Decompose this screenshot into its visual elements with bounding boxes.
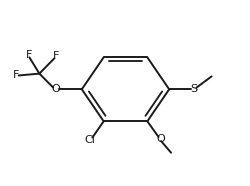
Text: F: F bbox=[26, 50, 32, 60]
Text: F: F bbox=[52, 51, 59, 61]
Text: F: F bbox=[12, 70, 19, 81]
Text: O: O bbox=[156, 134, 165, 144]
Text: O: O bbox=[51, 84, 60, 94]
Text: S: S bbox=[190, 84, 197, 94]
Text: Cl: Cl bbox=[84, 135, 95, 145]
